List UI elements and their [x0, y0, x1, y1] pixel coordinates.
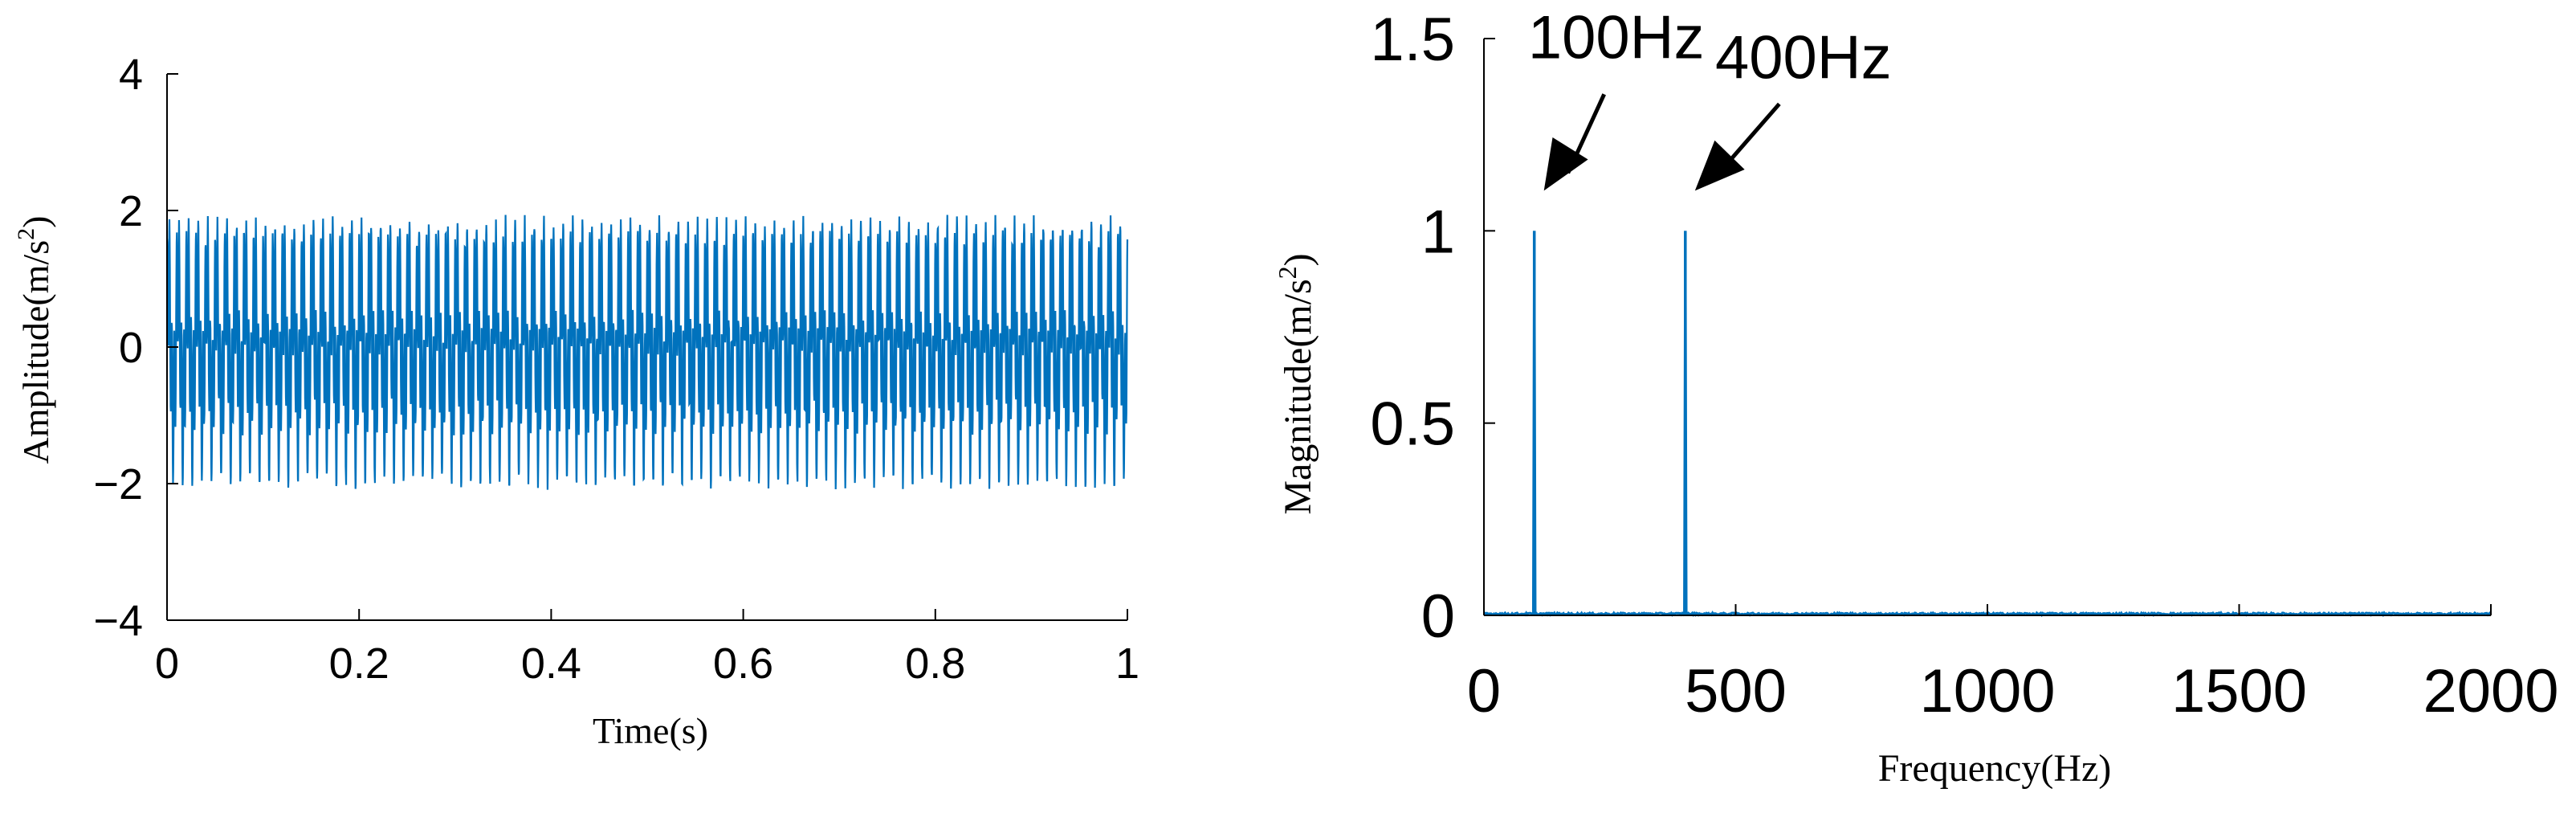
- frequency-y-tick-label: 1.5: [1370, 6, 1455, 74]
- frequency-x-axis-title: Frequency(Hz): [1878, 747, 2112, 790]
- spectrum-series: [1483, 231, 2492, 618]
- magnitude-y-axis-title-suffix: ): [1277, 253, 1319, 266]
- time-x-axis-title: Time(s): [593, 710, 708, 751]
- time-x-tick-label: 1: [1115, 639, 1139, 688]
- time-signal-line: [165, 214, 1129, 490]
- peak-annotation-arrow-head: [1694, 140, 1745, 191]
- time-y-axis-title-main: Amplitude(m/s: [15, 240, 56, 464]
- time-y-tick-label: 2: [119, 187, 143, 235]
- time-x-tick-label: 0.4: [521, 639, 581, 688]
- frequency-axes: [1483, 38, 2492, 616]
- frequency-y-tick-label: 0: [1421, 582, 1455, 651]
- time-tick-labels: 0 0.2 0.4 0.6 0.8 1 −4 −2 0 2 4: [93, 51, 1139, 688]
- frequency-y-tick-label: 1: [1421, 198, 1455, 266]
- frequency-x-tick-label: 0: [1467, 657, 1501, 725]
- peak-annotation-label: 400Hz: [1715, 23, 1892, 92]
- frequency-x-tick-label: 500: [1685, 657, 1787, 725]
- time-domain-chart: 0 0.2 0.4 0.6 0.8 1 −4 −2 0 2 4 Time(s) Amplitude(…: [13, 51, 1139, 751]
- peak-annotation-arrow-head: [1543, 137, 1588, 191]
- peak-annotation: 400Hz: [1694, 23, 1892, 191]
- magnitude-y-axis-title-superscript: 2: [1273, 266, 1302, 279]
- frequency-x-tick-label: 2000: [2423, 657, 2558, 725]
- time-x-tick-label: 0.8: [905, 639, 965, 688]
- frequency-domain-chart: 0 500 1000 1500 2000 0 0.5 1 1.5 100Hz 400Hz Freq…: [1273, 3, 2559, 790]
- frequency-y-tick-label: 0.5: [1370, 390, 1455, 459]
- time-x-tick-label: 0: [155, 639, 179, 688]
- peak-annotations: 100Hz 400Hz: [1528, 3, 1892, 191]
- time-axes: [166, 73, 1128, 621]
- time-y-axis-title-superscript: 2: [13, 228, 39, 240]
- time-y-axis-title-suffix: ): [15, 216, 56, 228]
- peak-annotation: 100Hz: [1528, 3, 1705, 191]
- time-y-tick-label: −2: [93, 460, 143, 509]
- magnitude-y-axis-title-main: Magnitude(m/s: [1277, 279, 1319, 514]
- time-y-axis-title: Amplitude(m/s2): [13, 216, 56, 464]
- time-x-tick-label: 0.2: [329, 639, 389, 688]
- time-y-tick-label: −4: [93, 597, 143, 645]
- magnitude-y-axis-title: Magnitude(m/s2): [1273, 253, 1319, 514]
- frequency-x-tick-label: 1000: [1919, 657, 2055, 725]
- time-signal-series: [165, 214, 1129, 490]
- time-y-tick-label: 0: [119, 324, 143, 372]
- frequency-x-tick-label: 1500: [2171, 657, 2307, 725]
- peak-annotation-label: 100Hz: [1528, 3, 1705, 71]
- frequency-tick-labels: 0 500 1000 1500 2000 0 0.5 1 1.5: [1370, 6, 2558, 725]
- spectrum-line: [1483, 231, 2492, 618]
- time-x-tick-label: 0.6: [713, 639, 773, 688]
- time-y-tick-label: 4: [119, 51, 143, 99]
